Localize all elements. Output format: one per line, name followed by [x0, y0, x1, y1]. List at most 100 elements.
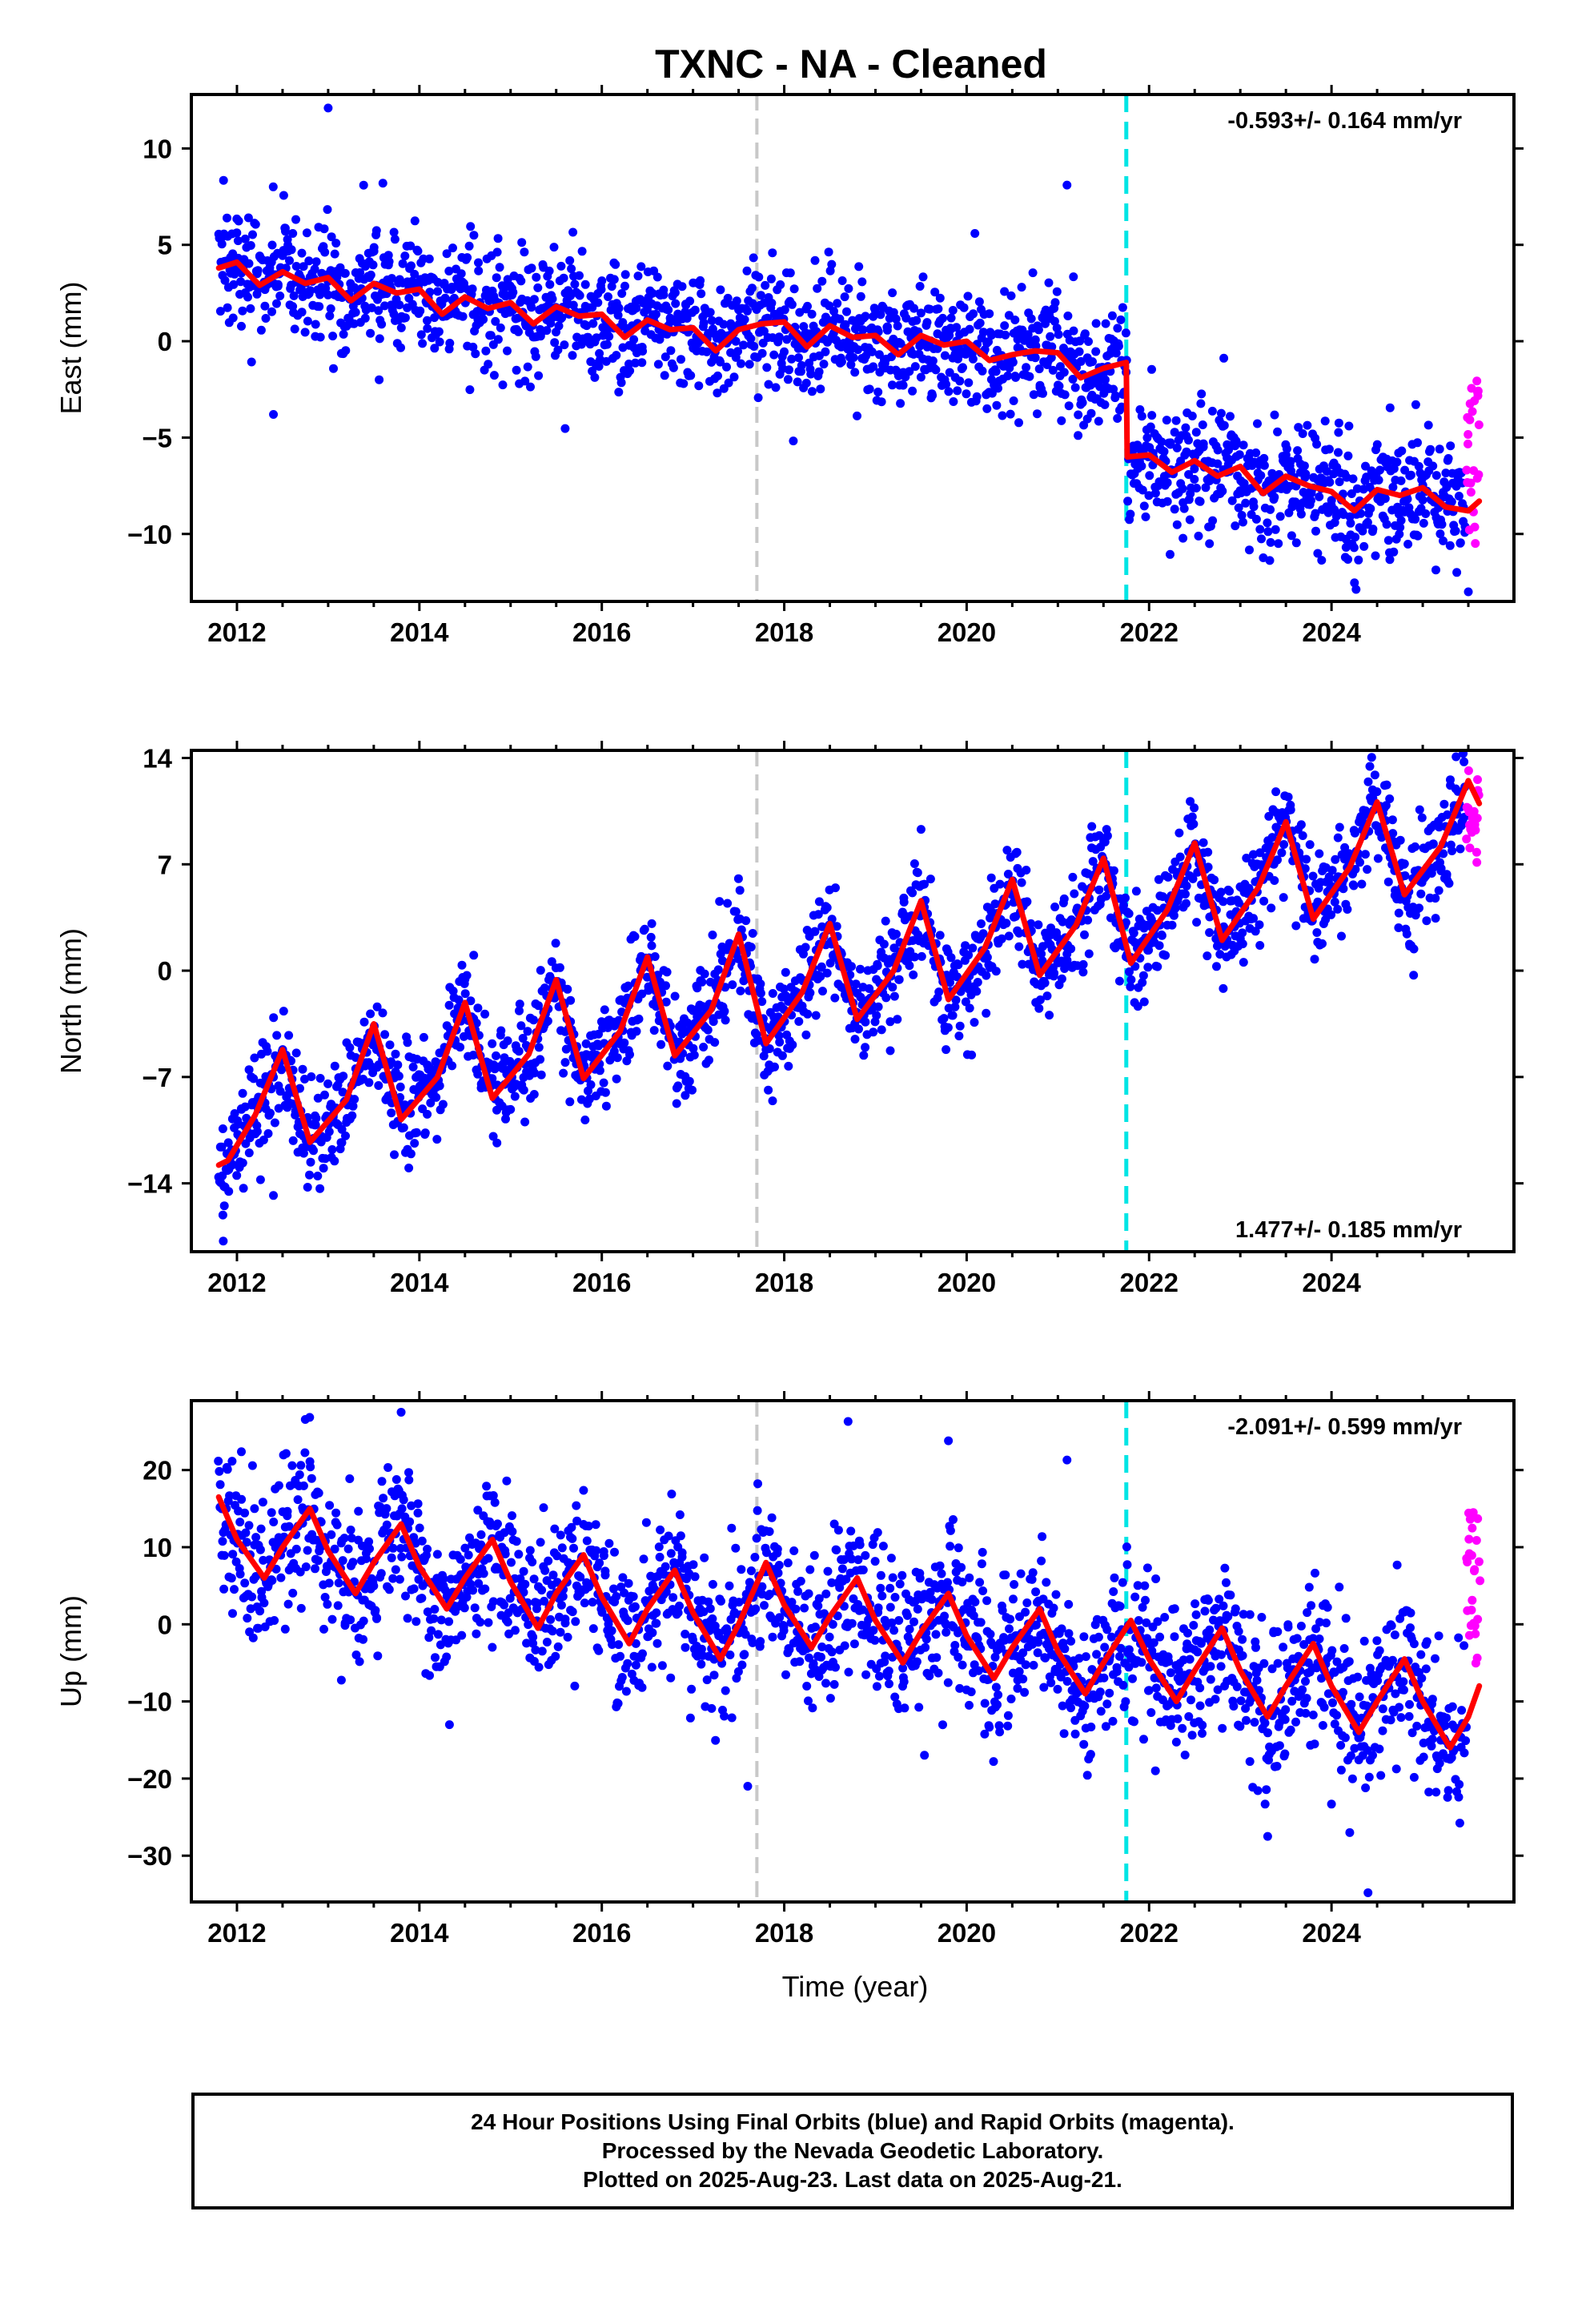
final-orbit-point: [1144, 491, 1154, 501]
final-orbit-point: [867, 347, 877, 356]
final-orbit-point: [568, 1534, 577, 1543]
north-model-fit-line: [215, 778, 1483, 1168]
final-orbit-point: [702, 1675, 712, 1685]
final-orbit-point: [1009, 396, 1018, 405]
final-orbit-point: [506, 1104, 516, 1114]
final-orbit-point: [998, 411, 1007, 420]
final-orbit-point: [236, 277, 246, 287]
final-orbit-point: [474, 1578, 484, 1588]
final-orbit-point: [1026, 919, 1036, 928]
final-orbit-point: [326, 304, 335, 313]
final-orbit-point: [1282, 444, 1291, 453]
final-orbit-point: [1057, 416, 1066, 425]
final-orbit-point: [620, 270, 630, 279]
final-orbit-point: [364, 1537, 374, 1546]
final-orbit-point: [332, 1520, 342, 1530]
final-orbit-point: [715, 897, 725, 907]
final-orbit-point: [310, 264, 319, 274]
final-orbit-point: [1150, 489, 1160, 498]
final-orbit-point: [631, 358, 640, 368]
final-orbit-point: [681, 1630, 690, 1638]
final-orbit-point: [559, 273, 568, 283]
final-orbit-point: [289, 291, 299, 300]
final-orbit-point: [297, 248, 307, 258]
final-orbit-point: [272, 1031, 282, 1040]
final-orbit-point: [460, 989, 470, 999]
final-orbit-point: [1447, 846, 1457, 855]
final-orbit-point: [1255, 848, 1265, 858]
final-orbit-point: [337, 1124, 347, 1134]
final-orbit-point: [412, 1128, 421, 1137]
final-orbit-point: [1296, 509, 1306, 519]
final-orbit-point: [425, 1671, 434, 1680]
final-orbit-point: [435, 337, 444, 347]
final-orbit-point: [537, 1647, 547, 1656]
final-orbit-point: [1050, 298, 1060, 308]
final-orbit-point: [223, 1465, 232, 1474]
final-orbit-point: [1249, 850, 1258, 859]
final-orbit-point: [785, 1645, 794, 1655]
final-orbit-point: [977, 919, 986, 928]
final-orbit-point: [571, 1617, 580, 1626]
north-plot-area: [214, 750, 1484, 1252]
final-orbit-point: [1395, 523, 1405, 533]
final-orbit-point: [1012, 847, 1022, 857]
final-orbit-point: [252, 1127, 262, 1136]
final-orbit-point: [1374, 476, 1383, 485]
final-orbit-point: [783, 375, 793, 384]
final-orbit-point: [632, 304, 641, 313]
final-orbit-point: [1014, 418, 1023, 428]
final-orbit-point: [300, 1075, 309, 1084]
final-orbit-point: [661, 352, 670, 362]
final-orbit-point: [1249, 914, 1259, 923]
final-orbit-point: [647, 941, 656, 951]
final-orbit-point: [822, 968, 832, 978]
final-orbit-point: [473, 1506, 483, 1515]
final-orbit-point: [1154, 941, 1164, 951]
final-orbit-point: [817, 1642, 827, 1651]
final-orbit-point: [965, 324, 974, 334]
final-orbit-point: [1335, 822, 1344, 832]
final-orbit-point: [1038, 388, 1047, 398]
final-orbit-point: [277, 1065, 287, 1075]
final-orbit-point: [325, 1501, 335, 1510]
final-orbit-point: [486, 331, 496, 340]
final-orbit-point: [1207, 406, 1217, 416]
final-orbit-point: [431, 1653, 440, 1663]
final-orbit-point: [639, 1554, 648, 1564]
final-orbit-point: [666, 1673, 676, 1683]
final-orbit-point: [228, 1550, 238, 1559]
x-tick-label: 2022: [1120, 617, 1178, 647]
final-orbit-point: [1171, 416, 1181, 425]
final-orbit-point: [1259, 896, 1269, 906]
final-orbit-point: [1456, 538, 1465, 548]
final-orbit-point: [224, 1187, 234, 1196]
final-orbit-point: [1129, 928, 1138, 938]
final-orbit-point: [520, 1579, 530, 1589]
final-orbit-point: [599, 1547, 608, 1556]
final-orbit-point: [768, 248, 777, 258]
final-orbit-point: [1413, 531, 1423, 541]
y-tick-label: 14: [143, 743, 172, 773]
final-orbit-point: [1312, 440, 1322, 449]
y-tick-label: 0: [158, 956, 172, 986]
final-orbit-point: [1117, 402, 1126, 412]
final-orbit-point: [747, 283, 757, 293]
final-orbit-point: [1102, 831, 1112, 841]
final-orbit-point: [444, 267, 454, 275]
final-orbit-point: [675, 1601, 684, 1610]
final-orbit-point: [1327, 910, 1336, 919]
final-orbit-point: [1003, 870, 1013, 879]
final-orbit-point: [577, 247, 587, 256]
final-orbit-point: [296, 1603, 306, 1613]
final-orbit-point: [1184, 470, 1194, 479]
final-orbit-point: [527, 303, 536, 312]
final-orbit-point: [661, 1562, 670, 1571]
final-orbit-point: [797, 360, 806, 370]
final-orbit-point: [1064, 401, 1074, 411]
final-orbit-point: [532, 1598, 542, 1608]
final-orbit-point: [944, 387, 954, 396]
final-orbit-point: [479, 315, 488, 324]
final-orbit-point: [611, 259, 620, 269]
final-orbit-point: [751, 1604, 761, 1614]
